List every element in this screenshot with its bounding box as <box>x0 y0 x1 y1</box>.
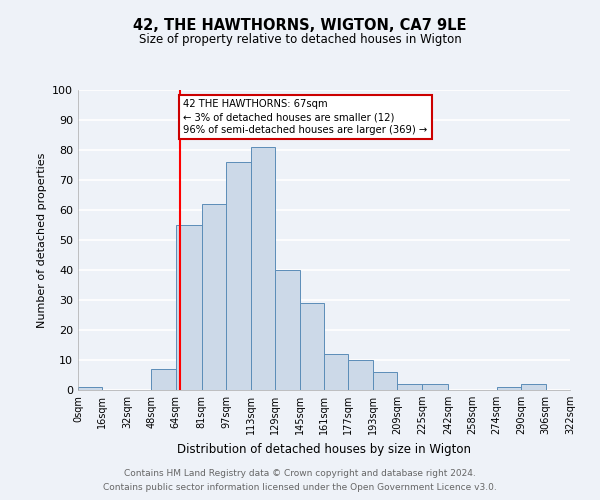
Text: 42, THE HAWTHORNS, WIGTON, CA7 9LE: 42, THE HAWTHORNS, WIGTON, CA7 9LE <box>133 18 467 32</box>
Bar <box>397 384 422 390</box>
Bar <box>373 372 397 390</box>
Bar <box>497 387 521 390</box>
Text: Size of property relative to detached houses in Wigton: Size of property relative to detached ho… <box>139 32 461 46</box>
Text: Contains public sector information licensed under the Open Government Licence v3: Contains public sector information licen… <box>103 484 497 492</box>
Bar <box>422 384 448 390</box>
Bar <box>226 162 251 390</box>
Bar <box>251 147 275 390</box>
Text: Contains HM Land Registry data © Crown copyright and database right 2024.: Contains HM Land Registry data © Crown c… <box>124 468 476 477</box>
Bar <box>324 354 349 390</box>
Text: 42 THE HAWTHORNS: 67sqm
← 3% of detached houses are smaller (12)
96% of semi-det: 42 THE HAWTHORNS: 67sqm ← 3% of detached… <box>184 99 428 136</box>
X-axis label: Distribution of detached houses by size in Wigton: Distribution of detached houses by size … <box>177 442 471 456</box>
Bar <box>275 270 299 390</box>
Bar <box>202 204 226 390</box>
Bar <box>176 225 202 390</box>
Bar <box>151 369 176 390</box>
Bar <box>521 384 545 390</box>
Y-axis label: Number of detached properties: Number of detached properties <box>37 152 47 328</box>
Bar <box>349 360 373 390</box>
Bar <box>78 387 103 390</box>
Bar <box>299 303 324 390</box>
